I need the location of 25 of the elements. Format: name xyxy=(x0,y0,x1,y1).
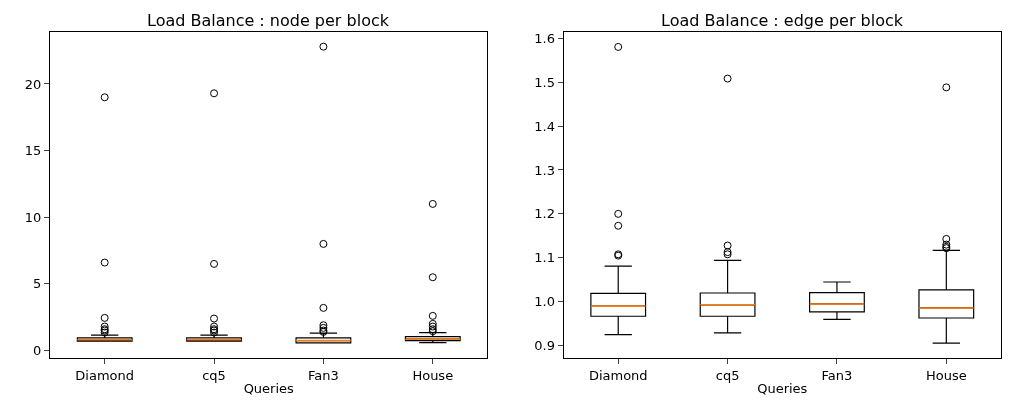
x-tick-label: Fan3 xyxy=(821,367,853,383)
y-tick-label: 0 xyxy=(33,343,42,359)
x-tick-label: House xyxy=(925,367,967,383)
chart-title: Load Balance : node per block xyxy=(147,11,390,30)
y-tick-label: 1.1 xyxy=(534,250,555,266)
x-axis-title: Queries xyxy=(757,381,808,397)
chart-title: Load Balance : edge per block xyxy=(661,11,904,30)
x-axis-title: Queries xyxy=(243,381,295,397)
y-tick-label: 1.4 xyxy=(534,118,555,134)
x-tick-label: House xyxy=(412,367,454,383)
y-tick-label: 1.5 xyxy=(534,74,555,90)
y-tick-label: 5 xyxy=(33,276,42,292)
x-tick-label: Diamond xyxy=(588,367,648,383)
x-tick-label: cq5 xyxy=(715,367,740,383)
y-tick-label: 20 xyxy=(24,76,42,92)
x-tick-label: cq5 xyxy=(202,367,226,383)
y-tick-label: 15 xyxy=(24,143,42,159)
y-tick-label: 10 xyxy=(24,209,42,225)
y-tick-label: 1.6 xyxy=(534,30,555,46)
y-tick-label: 1.0 xyxy=(534,294,555,310)
y-tick-label: 1.2 xyxy=(534,206,555,222)
y-tick-label: 0.9 xyxy=(534,338,555,354)
x-tick-label: Diamond xyxy=(75,367,135,383)
x-tick-label: Fan3 xyxy=(308,367,339,383)
y-tick-label: 1.3 xyxy=(534,162,555,178)
